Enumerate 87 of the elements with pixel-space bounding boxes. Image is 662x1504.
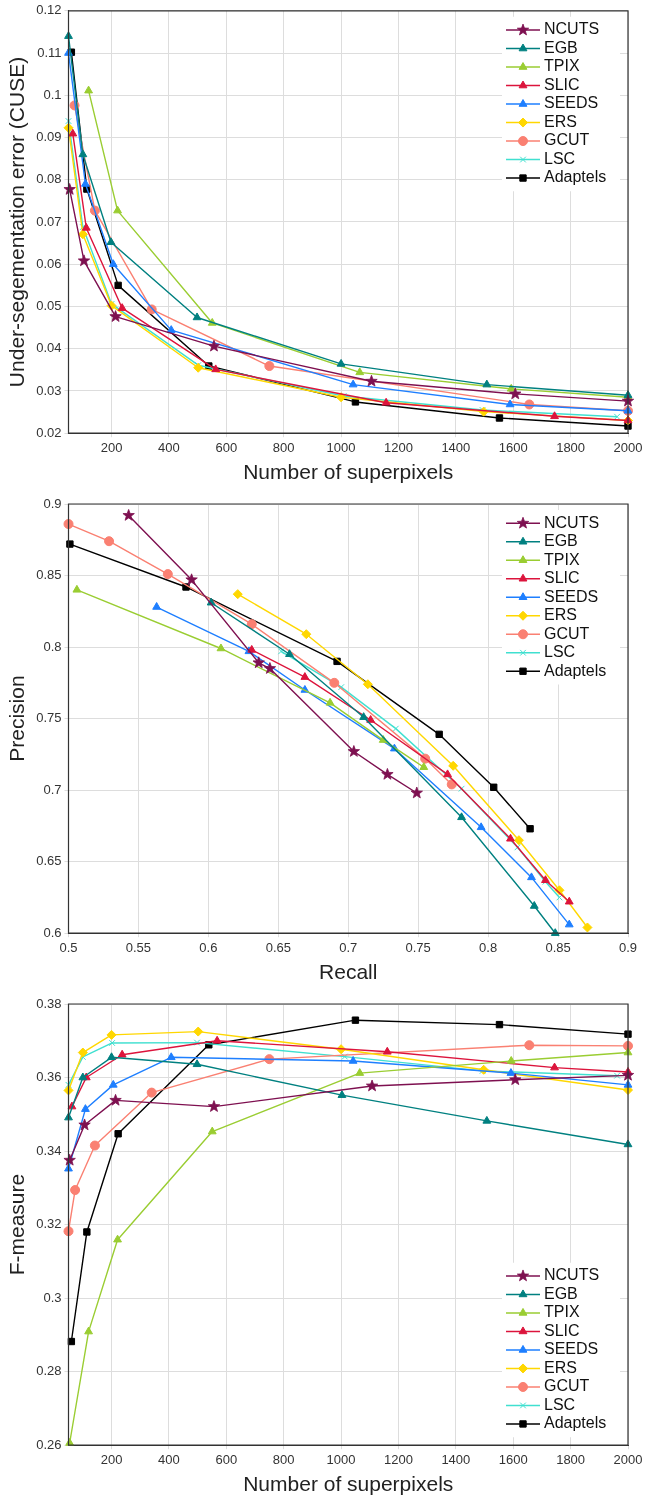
x-tick-label: 1200 (384, 1451, 413, 1467)
x-tick-label: 400 (158, 439, 180, 455)
x-tick-label: 600 (215, 439, 238, 455)
x-tick-label: 2000 (613, 439, 643, 455)
y-tick-label: 0.32 (36, 1216, 62, 1232)
legend-label: ERS (544, 112, 577, 130)
legend-label: LSC (544, 149, 576, 167)
x-tick-label: 1200 (384, 439, 413, 455)
y-tick-label: 0.1 (43, 86, 62, 102)
y-tick-label: 0.6 (43, 924, 62, 940)
legend-label: GCUT (544, 1377, 590, 1395)
x-tick-label: 1000 (326, 439, 356, 455)
x-tick-label: 400 (158, 1451, 180, 1467)
legend-label: EGB (544, 1284, 578, 1302)
x-tick-label: 0.9 (618, 939, 638, 955)
y-tick-label: 0.04 (36, 340, 62, 356)
x-tick-label: 1400 (441, 1451, 471, 1467)
y-tick-label: 0.28 (36, 1363, 62, 1379)
y-tick-label: 0.85 (36, 567, 62, 583)
legend-label: Adaptels (544, 1414, 607, 1432)
legend-label: Adaptels (544, 168, 607, 186)
x-tick-label: 0.85 (545, 939, 571, 955)
y-tick-label: 0.34 (36, 1142, 62, 1158)
y-tick-label: 0.06 (36, 255, 62, 271)
x-tick-label: 1000 (326, 1451, 356, 1467)
legend-label: SLIC (544, 75, 580, 93)
x-tick-label: 200 (100, 1451, 123, 1467)
legend-label: LSC (544, 1395, 576, 1413)
legend-label: SEEDS (544, 94, 599, 112)
x-tick-label: 0.65 (265, 939, 291, 955)
y-tick-label: 0.8 (43, 638, 62, 654)
x-tick-label: 1600 (498, 439, 528, 455)
x-axis-title: Recall (319, 960, 378, 984)
legend-label: SLIC (544, 569, 580, 587)
x-tick-label: 0.8 (479, 939, 498, 955)
legend-label: EGB (544, 532, 578, 550)
y-tick-label: 0.75 (36, 710, 62, 726)
x-axis-title: Number of superpixels (243, 460, 454, 484)
legend-label: ERS (544, 606, 577, 624)
legend-label: EGB (544, 38, 578, 56)
x-tick-label: 200 (100, 439, 123, 455)
x-tick-label: 0.7 (339, 939, 358, 955)
x-tick-label: 1800 (556, 1451, 586, 1467)
y-axis-title: F-measure (5, 1173, 29, 1276)
legend-label: SLIC (544, 1321, 580, 1339)
y-axis-title: Under-segementation error (CUSE) (5, 56, 29, 388)
x-tick-label: 0.6 (199, 939, 218, 955)
x-tick-label: 800 (272, 1451, 295, 1467)
x-tick-label: 0.55 (125, 939, 152, 955)
y-tick-label: 0.11 (37, 44, 62, 60)
legend-label: NCUTS (544, 513, 600, 531)
y-tick-label: 0.3 (43, 1289, 62, 1305)
legend-label: SEEDS (544, 587, 599, 605)
y-tick-label: 0.9 (43, 495, 62, 511)
legend-label: GCUT (544, 624, 590, 642)
legend-label: TPIX (544, 550, 580, 568)
legend-label: GCUT (544, 131, 590, 149)
y-tick-label: 0.05 (36, 298, 62, 314)
x-tick-label: 1400 (441, 439, 471, 455)
x-tick-label: 600 (215, 1451, 238, 1467)
legend-label: LSC (544, 643, 576, 661)
y-tick-label: 0.08 (36, 171, 62, 187)
y-tick-label: 0.36 (36, 1069, 62, 1085)
x-tick-label: 1800 (556, 439, 586, 455)
y-tick-label: 0.65 (36, 853, 62, 869)
y-tick-label: 0.02 (36, 424, 62, 440)
x-tick-label: 2000 (613, 1451, 643, 1467)
y-tick-label: 0.7 (43, 781, 62, 797)
legend-label: TPIX (544, 57, 580, 75)
y-tick-label: 0.26 (36, 1436, 62, 1452)
legend-label: ERS (544, 1358, 577, 1376)
y-tick-label: 0.03 (36, 382, 62, 398)
y-tick-label: 0.38 (36, 995, 62, 1011)
x-tick-label: 800 (272, 439, 295, 455)
legend-label: SEEDS (544, 1340, 599, 1358)
y-tick-label: 0.09 (36, 129, 62, 145)
legend-label: TPIX (544, 1303, 580, 1321)
legend-label: NCUTS (544, 20, 600, 38)
legend-label: NCUTS (544, 1266, 600, 1284)
y-tick-label: 0.07 (36, 213, 62, 229)
x-tick-label: 0.5 (59, 939, 78, 955)
x-axis-title: Number of superpixels (243, 1472, 454, 1496)
y-tick-label: 0.12 (36, 2, 62, 18)
x-tick-label: 1600 (498, 1451, 528, 1467)
y-axis-title: Precision (5, 675, 29, 762)
legend-label: Adaptels (544, 661, 607, 679)
x-tick-label: 0.75 (405, 939, 431, 955)
